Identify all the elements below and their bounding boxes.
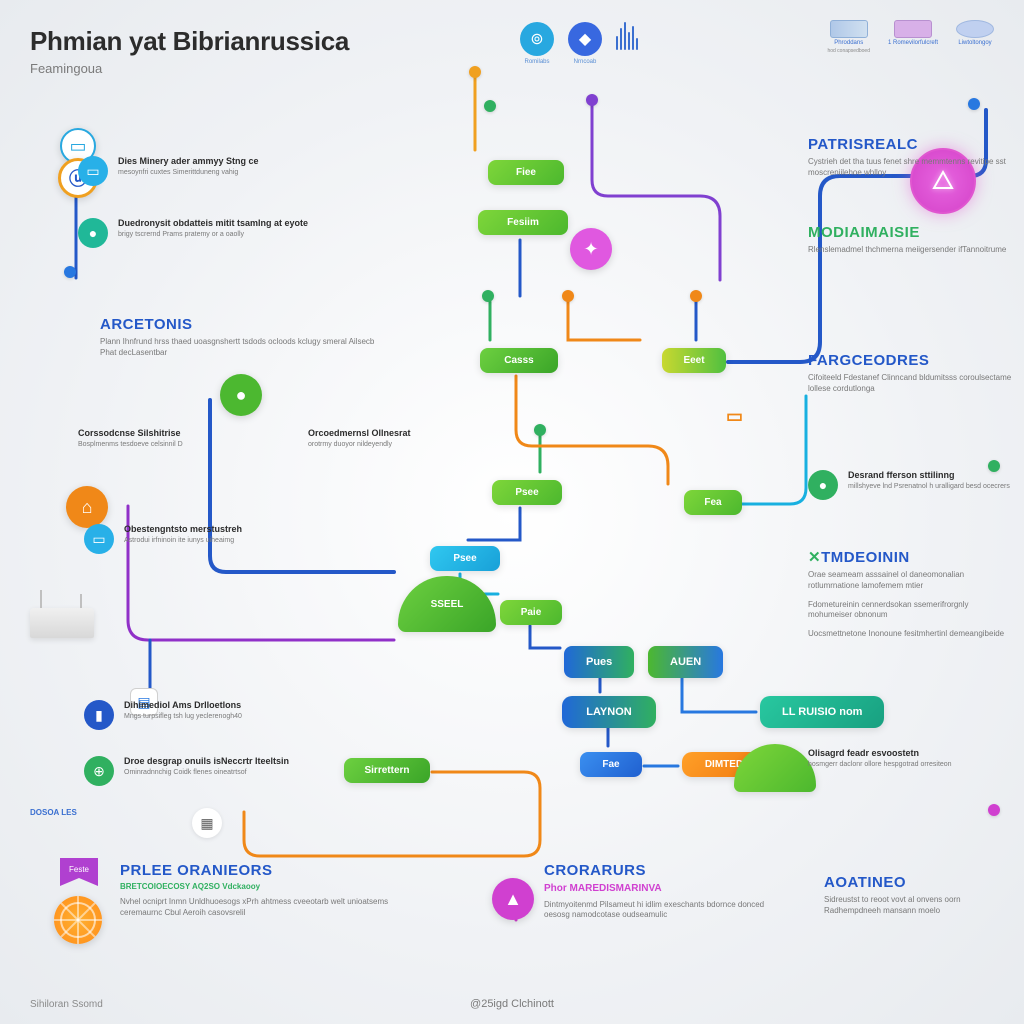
tiny-label: ▭	[726, 406, 743, 427]
node-n_paie: Paie	[500, 600, 562, 625]
item-heading: Corssodcnse Silshitrise	[78, 428, 183, 438]
item-body: orotrmy duoyor nildeyendly	[308, 440, 411, 449]
item-body: brigy tscrernd Prams pratemy or a oaolly	[118, 230, 308, 239]
section-patr: PATRISREALC Cystrieh det tha tuus fenet …	[808, 136, 1018, 179]
item-body: millshyeve lnd Psrenatnol h uralligard b…	[848, 482, 1010, 491]
node-n_sirr: Sirrettern	[344, 758, 430, 783]
legend-item-2: Liwtoltongoy	[956, 20, 994, 54]
item-body: Bosplmenms tesdoeve celsinnil D	[78, 440, 183, 449]
item-heading: Olisagrd feadr esvoostetn	[808, 748, 952, 758]
connector-dot	[469, 66, 481, 78]
mini-item: ● Desrand fferson sttilinng millshyeve lnd…	[808, 470, 1010, 500]
top-icon-0: ⊚ Romilabs	[520, 22, 554, 65]
section-arce: ARCETONIS Plann Ihnfrund hrss thaed uoas…	[100, 316, 380, 359]
connector-dot	[484, 100, 496, 112]
page-subtitle: Feamingoua	[30, 61, 349, 76]
section-cror: CRORARURS Phor MAREDISMARINVA Dintmyoite…	[544, 862, 784, 921]
mini-item: ▮ Dihimediol Ams Drlloetlons Mngs turpsifl…	[84, 700, 242, 730]
page-header: Phmian yat Bibrianrussica Feamingoua	[30, 26, 349, 76]
node-n_cass: Casss	[480, 348, 558, 373]
legend: Phroddans hod conapsedboed 1 Romevilorfu…	[827, 20, 994, 54]
connector-dot	[988, 804, 1000, 816]
connector-dot	[586, 94, 598, 106]
connector-dot	[534, 424, 546, 436]
item-heading: Dies Minery ader ammyy Stng ce	[118, 156, 259, 166]
node-n_auen: AUEN	[648, 646, 723, 678]
top-icon-row: ⊚ Romilabs ◆ Nrncoab	[520, 22, 638, 65]
connector-dot	[562, 290, 574, 302]
item-heading: Dihimediol Ams Drlloetlons	[124, 700, 242, 710]
svg-text:Feste: Feste	[69, 865, 90, 874]
dome-d_ssee: SSEEL	[398, 576, 496, 632]
mini-item: Orcoedmernsl Ollnesrat orotrmy duoyor nil…	[308, 428, 411, 449]
connector-dot	[690, 290, 702, 302]
node-n_laynon: LAYNON	[562, 696, 656, 728]
page-title: Phmian yat Bibrianrussica	[30, 26, 349, 57]
section-farg: FARGCEODRES Cifoiteeld Fdestanef Clinnca…	[808, 352, 1018, 395]
item-heading: Obestengntsto merstustreh	[124, 524, 242, 534]
mini-item: Corssodcnse Silshitrise Bosplmenms tesdoe…	[78, 428, 183, 449]
top-bars-icon	[616, 22, 638, 50]
wifi-icon: ⊚	[520, 22, 554, 56]
mini-item: ● Duedronysit obdatteis mitit tsamlng at …	[78, 218, 308, 248]
bag-icon: ◆	[568, 22, 602, 56]
node-n_fesim: Fesiim	[478, 210, 568, 235]
item-body: Ominradnnchig Coidk flenes oineatrtsof	[124, 768, 289, 777]
section-aoat: AOATINEO Sidreustst to reoot vovt al onv…	[824, 874, 1004, 917]
item-heading: Duedronysit obdatteis mitit tsamlng at e…	[118, 218, 308, 228]
circle-icon: ⌂	[66, 486, 108, 528]
node-n_fiee: Fiee	[488, 160, 564, 185]
footer-center: @25igd Clchinott	[470, 998, 554, 1010]
node-n_pues: Pues	[564, 646, 634, 678]
circle-icon: ▲	[492, 878, 534, 920]
node-n_fae: Fae	[580, 752, 642, 777]
circle-icon: ✦	[570, 228, 612, 270]
mini-item: ▭ Dies Minery ader ammyy Stng ce mesoynfri…	[78, 156, 259, 186]
item-icon: ⊕	[84, 756, 114, 786]
item-icon: ▭	[84, 524, 114, 554]
node-n_pse: Psee	[492, 480, 562, 505]
circle-icon: ●	[220, 374, 262, 416]
item-body: Astrodui irfninoin ite iunys uiheaimg	[124, 536, 242, 545]
item-heading: Desrand fferson sttilinng	[848, 470, 1010, 480]
item-icon: ●	[78, 218, 108, 248]
item-body: hosmgerr daclonr ollore hespgotrad orres…	[808, 760, 952, 769]
item-icon: ▭	[78, 156, 108, 186]
mini-item: Olisagrd feadr esvoostetn hosmgerr daclon…	[808, 748, 952, 769]
legend-item-1: 1 Romevilorfulcreft	[888, 20, 938, 54]
section-prle: PRLEE ORANIEORS BRETCOIOECOSY AQ2SO Vdck…	[120, 862, 400, 918]
router-icon	[30, 608, 94, 638]
node-n_psee2: Psee	[430, 546, 500, 571]
legend-item-0: Phroddans hod conapsedboed	[827, 20, 870, 54]
tiny-label: DOSOA LES	[30, 808, 77, 817]
item-icon: ▮	[84, 700, 114, 730]
connector-dot	[64, 266, 76, 278]
top-icon-1: ◆ Nrncoab	[568, 22, 602, 65]
connector-dot	[968, 98, 980, 110]
node-n_eee: Eeet	[662, 348, 726, 373]
node-n_llru: LL RUISIO nom	[760, 696, 884, 728]
mini-item: ▭ Obestengntsto merstustreh Astrodui irfni…	[84, 524, 242, 554]
mini-item: ⊕ Droe desgrap onuils isNeccrtr Iteeltsin…	[84, 756, 289, 786]
item-heading: Orcoedmernsl Ollnesrat	[308, 428, 411, 438]
item-body: Mngs turpsifleg tsh lug yeclerenogh40	[124, 712, 242, 721]
item-body: mesoynfri cuxtes Simerittduneng vahig	[118, 168, 259, 177]
grid-icon: ▦	[192, 808, 222, 838]
footer-left: Sihiloran Ssomd	[30, 999, 103, 1010]
item-icon: ●	[808, 470, 838, 500]
section-tmde: ✕TMDEOININ Orae seameam asssainel ol dan…	[808, 548, 1008, 640]
node-n_fea: Fea	[684, 490, 742, 515]
connector-dot	[482, 290, 494, 302]
wheel-icon	[54, 896, 102, 944]
item-heading: Droe desgrap onuils isNeccrtr Iteeltsin	[124, 756, 289, 766]
section-modi: MODIAIMAISIE Rlenslemadmel thchmerna mei…	[808, 224, 1006, 256]
